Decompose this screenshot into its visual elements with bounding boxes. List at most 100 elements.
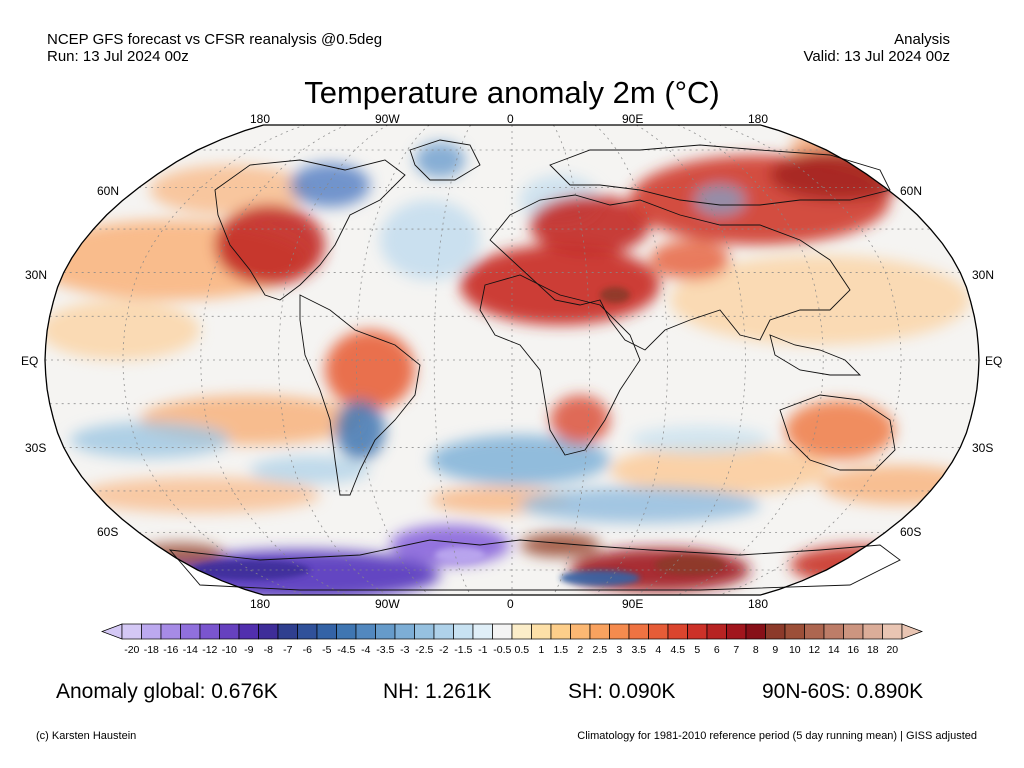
lat-label-left-60s: 60S bbox=[97, 525, 119, 539]
lat-label-right-30n: 30N bbox=[972, 268, 995, 282]
colorbar-tick-label: -2.5 bbox=[415, 644, 433, 656]
colorbar-tick-label: 20 bbox=[886, 644, 898, 656]
colorbar-tick-label: 6 bbox=[714, 644, 720, 656]
lat-label-right-60s: 60S bbox=[900, 525, 922, 539]
colorbar-cell bbox=[472, 623, 493, 640]
colorbar-tick-label: -7 bbox=[283, 644, 292, 656]
colorbar-tick-label: -2 bbox=[439, 644, 448, 656]
anomaly-field bbox=[45, 125, 979, 595]
colorbar-tick-label: -6 bbox=[303, 644, 312, 656]
colorbar-cell bbox=[492, 623, 513, 640]
lat-label-right-60n: 60N bbox=[900, 184, 923, 198]
colorbar-tick-label: 4.5 bbox=[670, 644, 685, 656]
colorbar-tick-label: -1.5 bbox=[454, 644, 472, 656]
colorbar-tick-label: -3.5 bbox=[376, 644, 394, 656]
lat-label-right-30s: 30S bbox=[972, 441, 994, 455]
colorbar-tick-label: 7 bbox=[733, 644, 739, 656]
colorbar-tick-label: 1 bbox=[538, 644, 544, 656]
graticule-meridian bbox=[677, 125, 824, 595]
colorbar-tick-label: 8 bbox=[753, 644, 759, 656]
graticule-meridian bbox=[200, 125, 347, 595]
colorbar-cell bbox=[784, 623, 805, 640]
globe-outline bbox=[44, 124, 980, 596]
colorbar-cell bbox=[706, 623, 727, 640]
colorbar-tick-label: -4.5 bbox=[337, 644, 355, 656]
colorbar-tick-label: 1.5 bbox=[553, 644, 568, 656]
colorbar: -20 -18 -16 -14 -12 -10 -9 -8 -7 -6 -5 -4.5 -4 -3.5 -3… bbox=[101, 623, 923, 656]
colorbar-cell bbox=[199, 623, 220, 640]
colorbar-cell bbox=[160, 623, 181, 640]
colorbar-tick-label: 3.5 bbox=[631, 644, 646, 656]
colorbar-cell bbox=[414, 623, 435, 640]
colorbar-cell bbox=[375, 623, 396, 640]
lon-label-top-180w: 180 bbox=[250, 112, 271, 126]
colorbar-cell bbox=[297, 623, 318, 640]
colorbar-tick-label: -4 bbox=[361, 644, 370, 656]
colorbar-cell bbox=[121, 623, 142, 640]
colorbar-cell bbox=[453, 623, 474, 640]
lon-label-bottom-0: 0 bbox=[507, 597, 514, 611]
colorbar-cell bbox=[180, 623, 201, 640]
lon-label-bottom-180e: 180 bbox=[748, 597, 769, 611]
colorbar-cell bbox=[745, 623, 766, 640]
colorbar-tick-label: 14 bbox=[828, 644, 840, 656]
colorbar-tick-label: -9 bbox=[244, 644, 253, 656]
colorbar-cell bbox=[726, 623, 747, 640]
colorbar-tick-label: 4 bbox=[655, 644, 661, 656]
lat-label-left-30n: 30N bbox=[25, 268, 48, 282]
colorbar-tick-label: 10 bbox=[789, 644, 801, 656]
colorbar-tick-label: -1 bbox=[478, 644, 487, 656]
graticule-meridian bbox=[718, 125, 902, 595]
colorbar-cell bbox=[882, 623, 903, 640]
colorbar-cell bbox=[336, 623, 357, 640]
colorbar-cell bbox=[531, 623, 552, 640]
lon-label-top-180e: 180 bbox=[748, 112, 769, 126]
colorbar-tick-label: 3 bbox=[616, 644, 622, 656]
lat-label-left-eq: EQ bbox=[21, 354, 39, 368]
colorbar-cell bbox=[394, 623, 415, 640]
colorbar-cell bbox=[589, 623, 610, 640]
colorbar-tick-label: -14 bbox=[183, 644, 198, 656]
graticule-meridian bbox=[636, 125, 746, 595]
model-description: NCEP GFS forecast vs CFSR reanalysis @0.… bbox=[47, 31, 383, 48]
colorbar-arrow-high bbox=[901, 623, 923, 640]
colorbar-cell bbox=[823, 623, 844, 640]
anomaly-nh: NH: 1.261K bbox=[383, 680, 492, 703]
colorbar-cell bbox=[648, 623, 669, 640]
anomaly-global: Anomaly global: 0.676K bbox=[56, 680, 278, 703]
graticule-meridian bbox=[594, 125, 669, 595]
lon-label-bottom-90e: 90E bbox=[622, 597, 644, 611]
colorbar-cell bbox=[219, 623, 240, 640]
colorbar-tick-label: 18 bbox=[867, 644, 879, 656]
lon-label-top-90w: 90W bbox=[375, 112, 400, 126]
anomaly-sh: SH: 0.090K bbox=[568, 680, 676, 703]
colorbar-tick-label: -8 bbox=[264, 644, 273, 656]
colorbar-cell bbox=[804, 623, 825, 640]
colorbar-tick-label: 16 bbox=[847, 644, 859, 656]
copyright: (c) Karsten Haustein bbox=[36, 730, 137, 742]
page-title: Temperature anomaly 2m (°C) bbox=[304, 75, 720, 110]
climatology-note: Climatology for 1981-2010 reference peri… bbox=[577, 730, 977, 742]
colorbar-cell bbox=[609, 623, 630, 640]
colorbar-tick-label: 12 bbox=[808, 644, 820, 656]
colorbar-cell bbox=[277, 623, 298, 640]
colorbar-tick-label: 2.5 bbox=[592, 644, 607, 656]
colorbar-cell bbox=[238, 623, 259, 640]
colorbar-cell bbox=[141, 623, 162, 640]
colorbar-tick-label: -10 bbox=[222, 644, 237, 656]
colorbar-cell bbox=[258, 623, 279, 640]
graticule-meridian bbox=[278, 125, 388, 595]
colorbar-cell bbox=[628, 623, 649, 640]
colorbar-cell bbox=[687, 623, 708, 640]
colorbar-cell bbox=[765, 623, 786, 640]
colorbar-tick-label: -12 bbox=[202, 644, 217, 656]
colorbar-cell bbox=[550, 623, 571, 640]
colorbar-cell bbox=[316, 623, 337, 640]
colorbar-tick-label: -3 bbox=[400, 644, 409, 656]
colorbar-tick-label: 9 bbox=[772, 644, 778, 656]
colorbar-tick-label: 5 bbox=[694, 644, 700, 656]
lat-label-right-eq: EQ bbox=[985, 354, 1003, 368]
run-time: Run: 13 Jul 2024 00z bbox=[47, 48, 189, 65]
colorbar-tick-label: -0.5 bbox=[493, 644, 511, 656]
